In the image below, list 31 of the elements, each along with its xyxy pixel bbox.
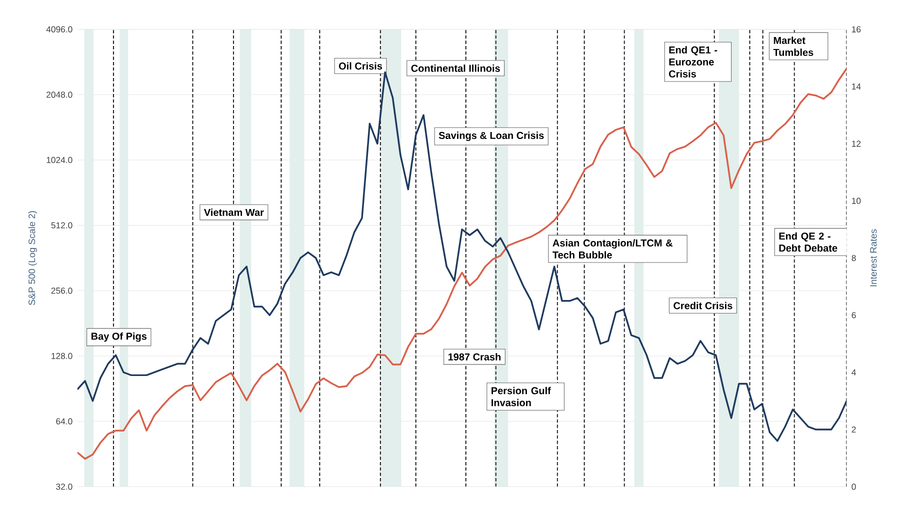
annotation: End QE 2 - Debt Debate: [779, 232, 838, 252]
y2-tick-label: 0: [852, 484, 856, 490]
annotation: Continental Illinois: [411, 64, 500, 72]
y-tick-label: 512.0: [51, 222, 72, 228]
annotation: Persion Gulf Invasion: [492, 386, 551, 406]
y2-tick-label: 2: [852, 426, 856, 433]
y2-tick-label: 6: [852, 312, 856, 318]
annotation: Vietnam War: [204, 208, 264, 216]
y-axis-title: S&P 500 (Log Scale 2): [28, 211, 37, 306]
y-tick-label: 1024.0: [46, 156, 72, 164]
y2-tick-label: 10: [852, 198, 861, 204]
annotation: Asian Contagion/LTCM & Tech Bubble: [552, 239, 672, 259]
y2-tick-label: 12: [852, 140, 861, 147]
y2-axis-title: Interest Rates: [870, 229, 877, 286]
y-tick-label: 64.0: [56, 418, 72, 424]
y2-tick-label: 16: [852, 26, 861, 32]
annotation: Savings & Loan Crisis: [438, 132, 544, 142]
y2-tick-label: 14: [852, 84, 861, 90]
annotation: Credit Crisis: [674, 302, 732, 310]
annotation: Oil Crisis: [338, 62, 382, 70]
y-tick-label: 128.0: [52, 352, 72, 360]
annotation: End QE1 - Eurozone Crisis: [669, 46, 718, 78]
y-tick-label: 256.0: [51, 288, 72, 294]
annotation: Market Tumbles: [773, 36, 814, 56]
annotation: Bay Of Pigs: [92, 332, 147, 342]
y-tick-label: 2048.0: [46, 92, 72, 98]
y-tick-label: 4096.0: [46, 26, 72, 32]
y2-tick-label: 4: [852, 369, 856, 376]
y-tick-label: 32.0: [56, 484, 72, 490]
annotation: 1987 Crash: [448, 353, 501, 360]
y2-tick-label: 8: [852, 254, 856, 262]
